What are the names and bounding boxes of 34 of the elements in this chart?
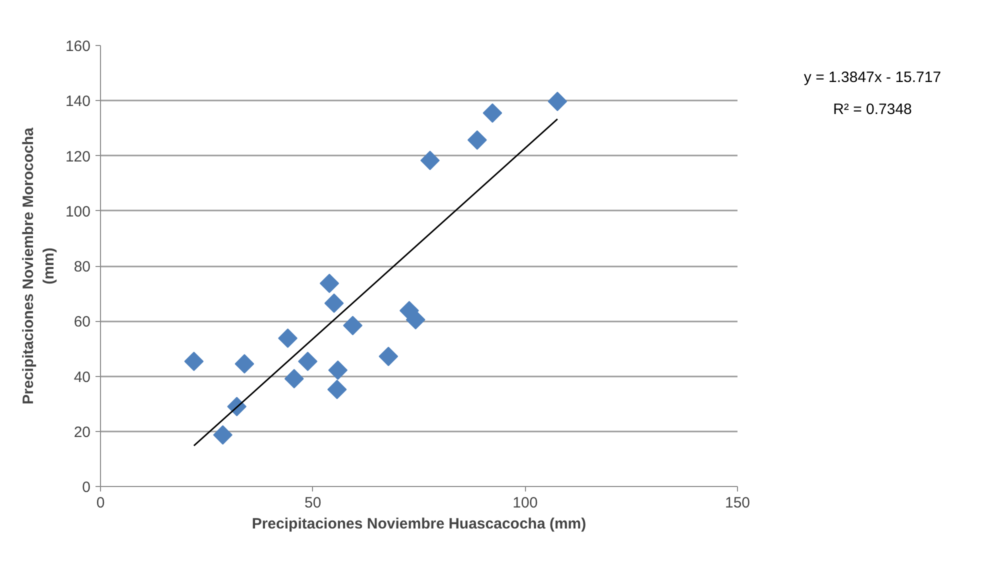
x-axis-title: Precipitaciones Noviembre Huascacocha (mm) (252, 516, 586, 532)
point (234, 354, 254, 374)
x-tick-label: 100 (512, 494, 538, 512)
y-tick-label: 80 (74, 258, 91, 276)
point (467, 130, 487, 150)
point (327, 380, 347, 400)
point (298, 352, 318, 372)
y-tick-label: 60 (74, 314, 91, 331)
x-tick-label: 0 (96, 494, 105, 512)
point (328, 360, 348, 380)
x-tick-label: 150 (724, 494, 750, 512)
y-tick-label: 40 (74, 368, 91, 386)
point (184, 352, 204, 372)
point (284, 369, 304, 388)
y-tick-label: 20 (74, 424, 91, 441)
point (482, 103, 502, 123)
y-tick-label: 160 (65, 38, 91, 55)
point (320, 274, 340, 294)
text: y = 1.3847x - 15.717 (804, 68, 942, 88)
x-tick-label: 50 (304, 494, 322, 512)
point (406, 310, 426, 330)
point (278, 328, 298, 348)
point (324, 294, 344, 313)
y-tick-label: 100 (65, 203, 91, 220)
y-tick-label: 0 (82, 479, 90, 496)
point (420, 150, 440, 170)
y-tick-label: 140 (65, 93, 91, 110)
point (548, 92, 568, 112)
y-tick-label: 120 (65, 148, 91, 166)
point (343, 316, 362, 336)
text: R² = 0.7348 (833, 100, 912, 120)
point (378, 346, 398, 366)
y-axis-title: Precipitaciones Noviembre Morococha (mm) (20, 126, 58, 404)
point (213, 425, 232, 445)
